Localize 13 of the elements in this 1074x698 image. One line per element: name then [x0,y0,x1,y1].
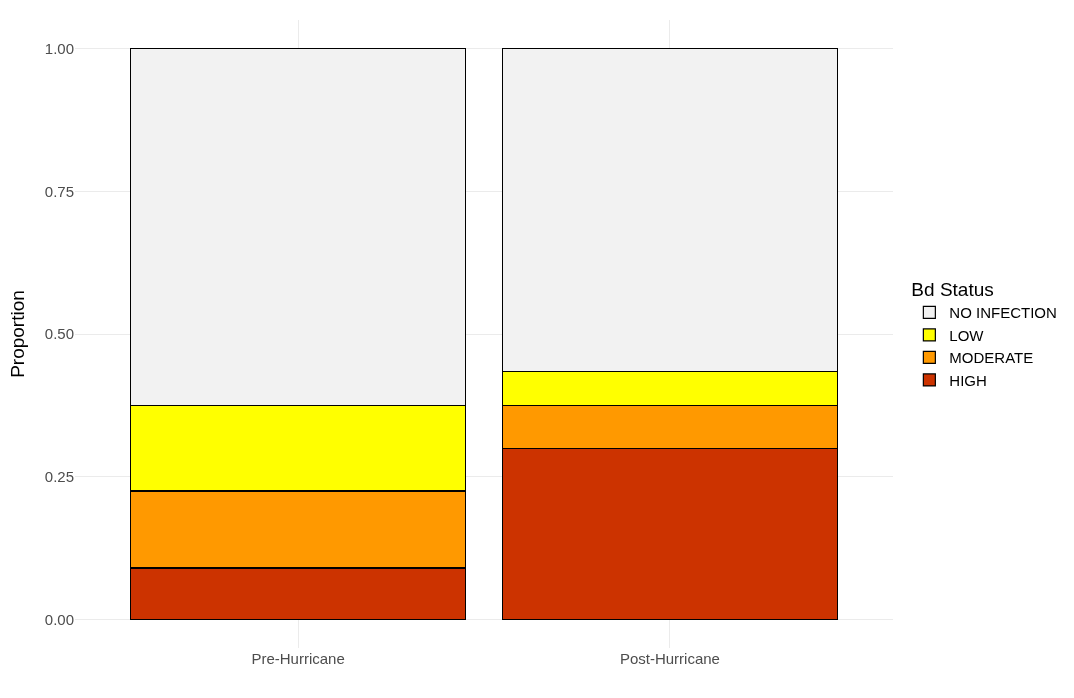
y-tick-label: 0.75 [44,182,74,200]
x-tick-label: Post-Hurricane [619,650,720,667]
y-axis-title: Proportion [6,290,28,378]
y-tick-label: 0.25 [44,467,74,485]
y-tick-label: 0.00 [44,610,74,628]
legend-label: NO INFECTION [949,304,1057,322]
legend-label: LOW [949,326,985,344]
x-tick-label: Pre-Hurricane [251,650,345,667]
legend-title: Bd Status [911,279,994,301]
y-tick-label: 1.00 [44,39,74,57]
legend-label: HIGH [949,371,987,389]
y-tick-label: 0.50 [44,325,74,343]
legend-label: MODERATE [949,349,1034,367]
